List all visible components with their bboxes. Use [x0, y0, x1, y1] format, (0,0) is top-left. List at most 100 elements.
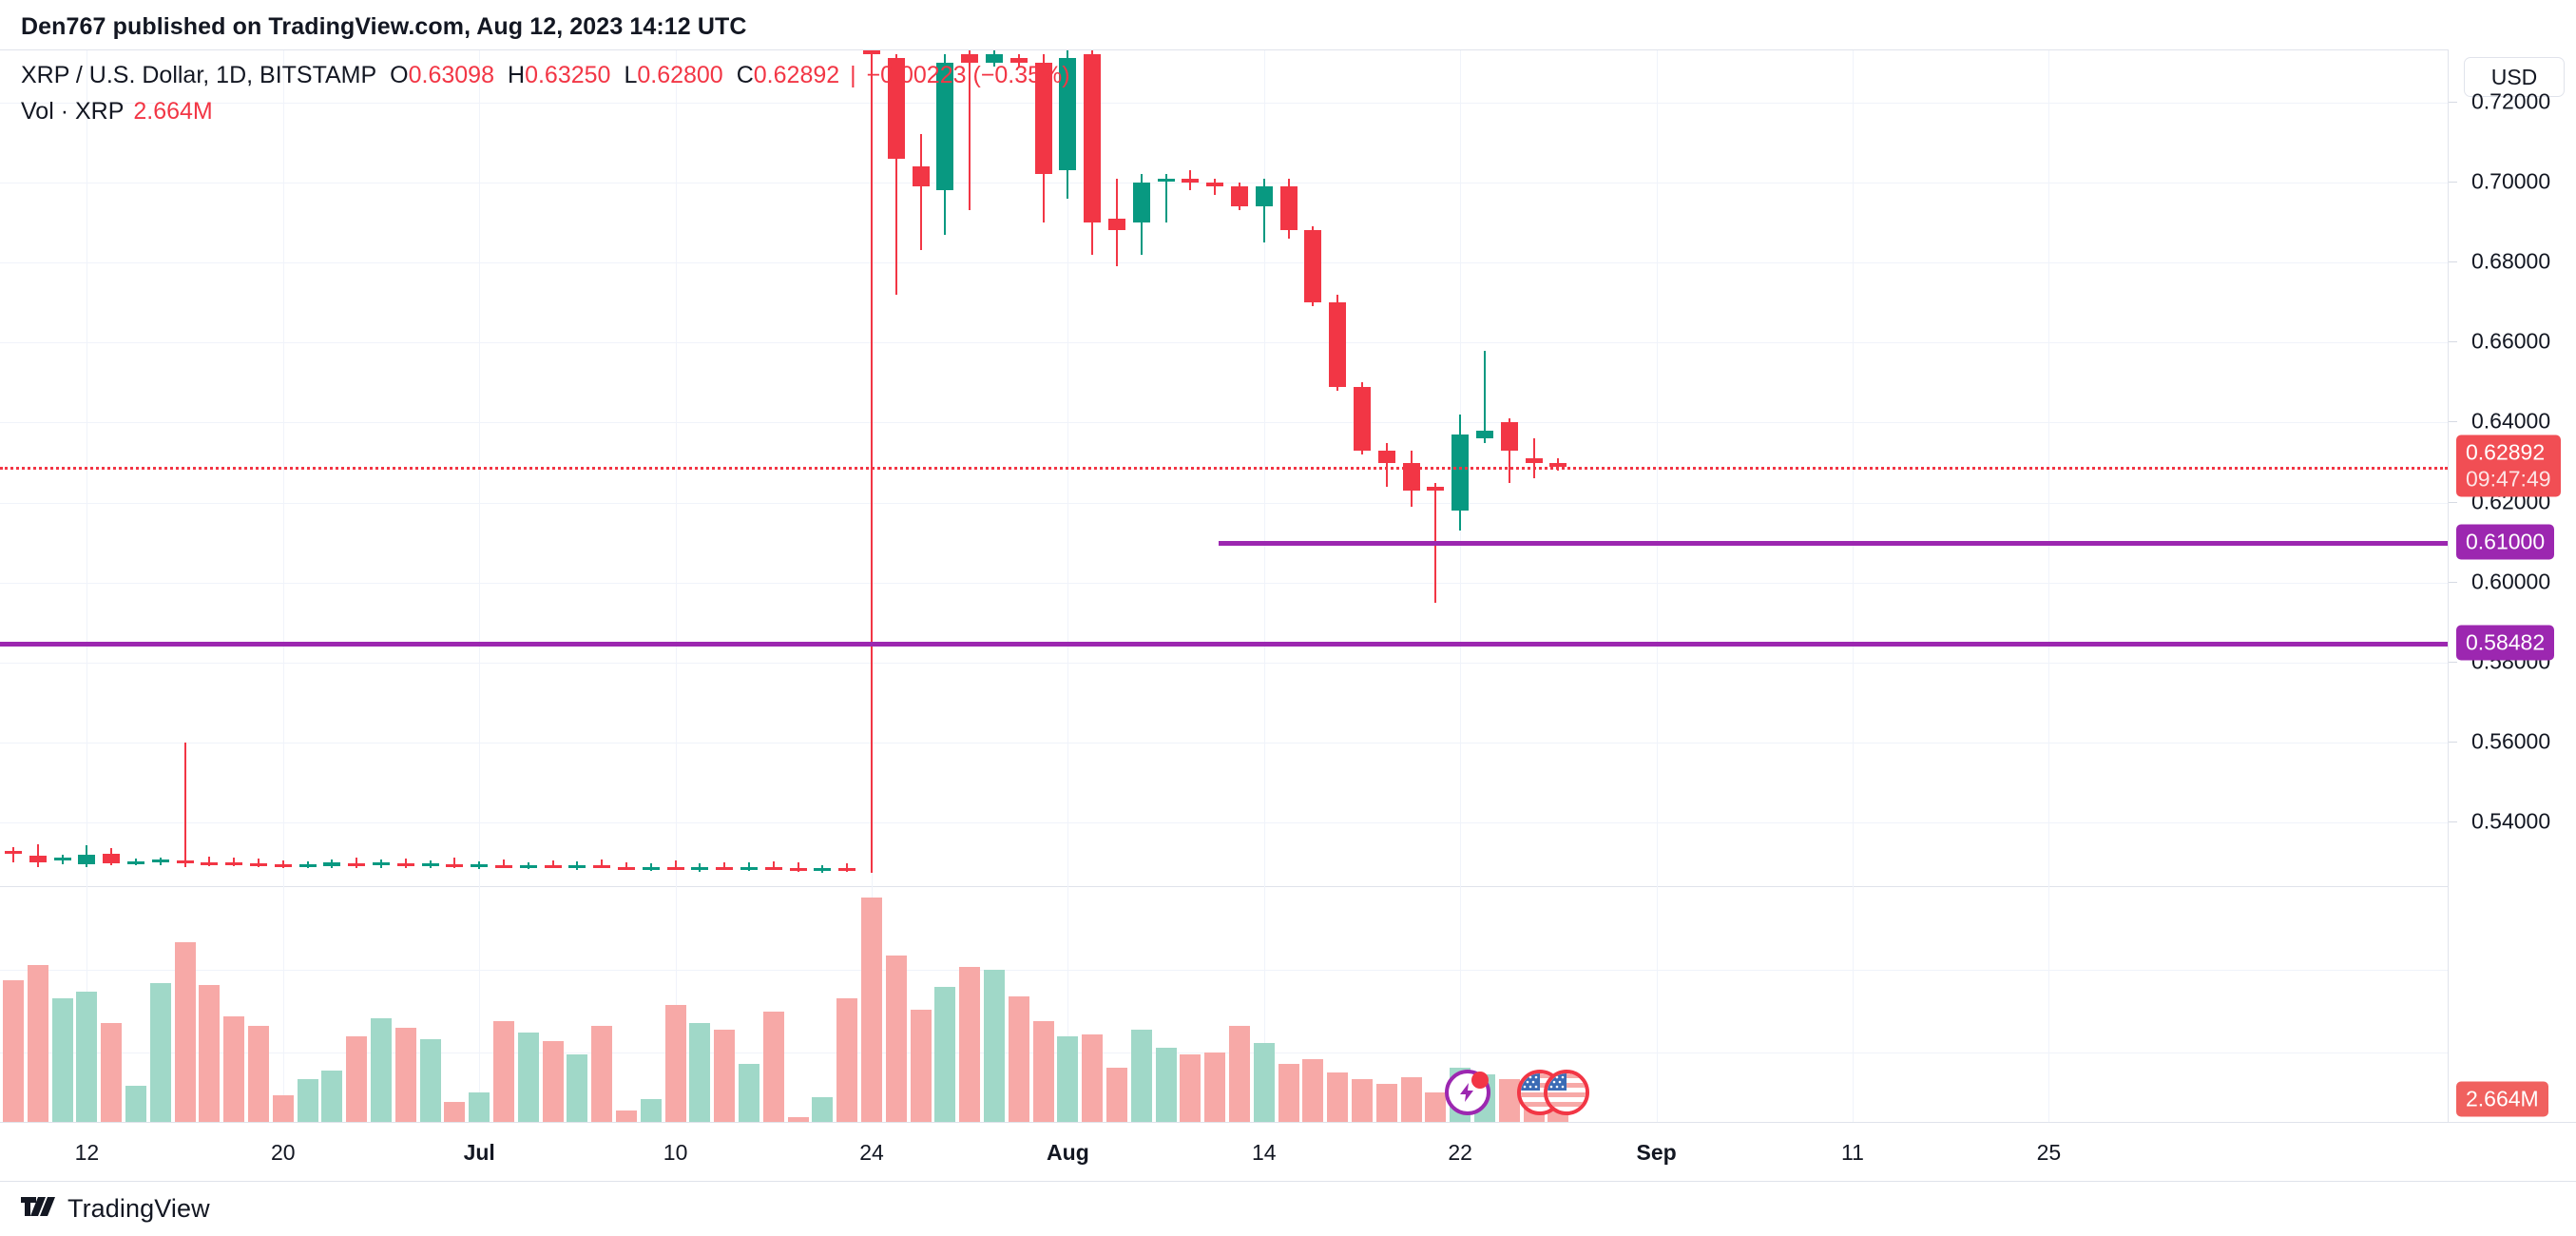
volume-bar: [1229, 1025, 1250, 1122]
candle-wick: [1508, 418, 1510, 483]
volume-bar: [934, 987, 956, 1122]
candle-wick: [1484, 350, 1486, 443]
candle-wick: [233, 858, 236, 866]
notification-dot-icon: [1471, 1072, 1489, 1089]
volume-bar: [689, 1023, 711, 1122]
volume-bar: [223, 1016, 245, 1122]
tradingview-wordmark: TradingView: [67, 1194, 210, 1223]
volume-bar: [616, 1110, 637, 1122]
horizontal-level-line[interactable]: [1219, 540, 2448, 546]
price-tick-mark: [2449, 501, 2457, 503]
level-price-badge: 0.58482: [2456, 625, 2555, 661]
volume-bar: [1302, 1058, 1324, 1122]
candle-body: [1255, 186, 1273, 207]
volume-bar: [1082, 1033, 1104, 1122]
candle-body: [53, 858, 71, 861]
price-tick-mark: [2449, 181, 2457, 183]
time-gridline: [1263, 50, 1265, 1122]
volume-bar: [1425, 1092, 1447, 1122]
currency-button[interactable]: USD: [2464, 57, 2565, 97]
candle-body: [1084, 54, 1102, 222]
tradingview-logo: TradingView: [21, 1194, 210, 1224]
horizontal-level-line[interactable]: [0, 641, 2448, 647]
volume-bar: [199, 985, 221, 1122]
volume-bar: [174, 942, 196, 1122]
candle-body: [274, 864, 292, 868]
time-scale[interactable]: 12 20 Jul 10 24 Aug 14 22 Sep 11 25: [0, 1122, 2576, 1181]
price-tick-label: 0.54000: [2471, 808, 2551, 834]
volume-bar: [1155, 1048, 1177, 1122]
price-tick-label: 0.56000: [2471, 728, 2551, 754]
volume-bar: [444, 1101, 466, 1122]
candle-body: [986, 54, 1003, 63]
candle-body: [103, 854, 121, 864]
time-gridline: [1656, 50, 1658, 1122]
chart-canvas[interactable]: [0, 49, 2448, 1122]
volume-bar: [149, 982, 171, 1122]
candle-body: [298, 864, 317, 868]
candle-body: [1377, 450, 1395, 463]
time-gridline: [675, 50, 677, 1122]
candle-body: [912, 166, 930, 187]
candle-body: [887, 58, 905, 159]
candle-wick: [1214, 178, 1217, 195]
time-gridline: [2048, 50, 2050, 1122]
volume-bar: [346, 1036, 368, 1122]
price-tick-mark: [2449, 261, 2457, 263]
candle-wick: [208, 856, 211, 866]
time-gridline: [1067, 50, 1069, 1122]
candle-body: [1231, 186, 1248, 207]
candle-body: [716, 866, 734, 870]
volume-bar: [1253, 1043, 1275, 1122]
price-tick-label: 0.68000: [2471, 248, 2551, 274]
volume-bar: [959, 967, 981, 1122]
candle-wick: [1532, 438, 1535, 479]
volume-bar: [101, 1023, 123, 1122]
volume-bar: [125, 1086, 146, 1122]
price-gridline: [0, 102, 2448, 104]
candle-body: [666, 866, 684, 870]
candle-body: [568, 865, 586, 868]
volume-bar: [493, 1020, 514, 1122]
candle-wick: [894, 54, 897, 295]
time-tick-label: Sep: [1636, 1140, 1677, 1165]
candle-wick: [1385, 442, 1388, 487]
candle-body: [1206, 182, 1224, 187]
price-tick-label: 0.64000: [2471, 408, 2551, 434]
volume-bar: [1106, 1068, 1127, 1122]
volume-bar: [714, 1030, 736, 1122]
volume-bar: [27, 964, 48, 1122]
volume-bar: [297, 1079, 318, 1122]
time-tick-label: 24: [859, 1140, 884, 1165]
price-tick-mark: [2449, 341, 2457, 343]
candle-body: [323, 862, 341, 866]
time-tick-label: 20: [271, 1140, 296, 1165]
candle-body: [1354, 386, 1371, 451]
volume-bar: [517, 1032, 539, 1122]
candle-body: [176, 859, 194, 863]
volume-bar: [272, 1094, 294, 1122]
time-gridline: [1460, 50, 1462, 1122]
candle-body: [593, 865, 611, 868]
lightning-bolt-icon[interactable]: [1445, 1070, 1490, 1115]
candle-body: [1427, 486, 1445, 491]
price-tick-mark: [2449, 662, 2457, 663]
volume-gridline: [0, 969, 2448, 971]
candle-body: [1108, 218, 1125, 231]
volume-bar: [1008, 995, 1029, 1122]
us-flag-icon[interactable]: [1544, 1070, 1589, 1115]
candle-wick: [551, 859, 554, 869]
volume-bar: [1204, 1052, 1226, 1122]
us-flag-icon[interactable]: [1517, 1070, 1563, 1115]
price-gridline: [0, 663, 2448, 664]
candle-body: [1034, 62, 1052, 175]
price-scale[interactable]: USD 0.72000 0.70000 0.68000 0.66000 0.64000 0…: [2448, 49, 2576, 1122]
price-gridline: [0, 743, 2448, 744]
candle-body: [544, 865, 562, 868]
time-tick-label: 25: [2036, 1140, 2062, 1165]
price-gridline: [0, 262, 2448, 264]
candle-wick: [797, 862, 799, 872]
candle-wick: [601, 859, 604, 869]
volume-bar: [1498, 1079, 1520, 1122]
